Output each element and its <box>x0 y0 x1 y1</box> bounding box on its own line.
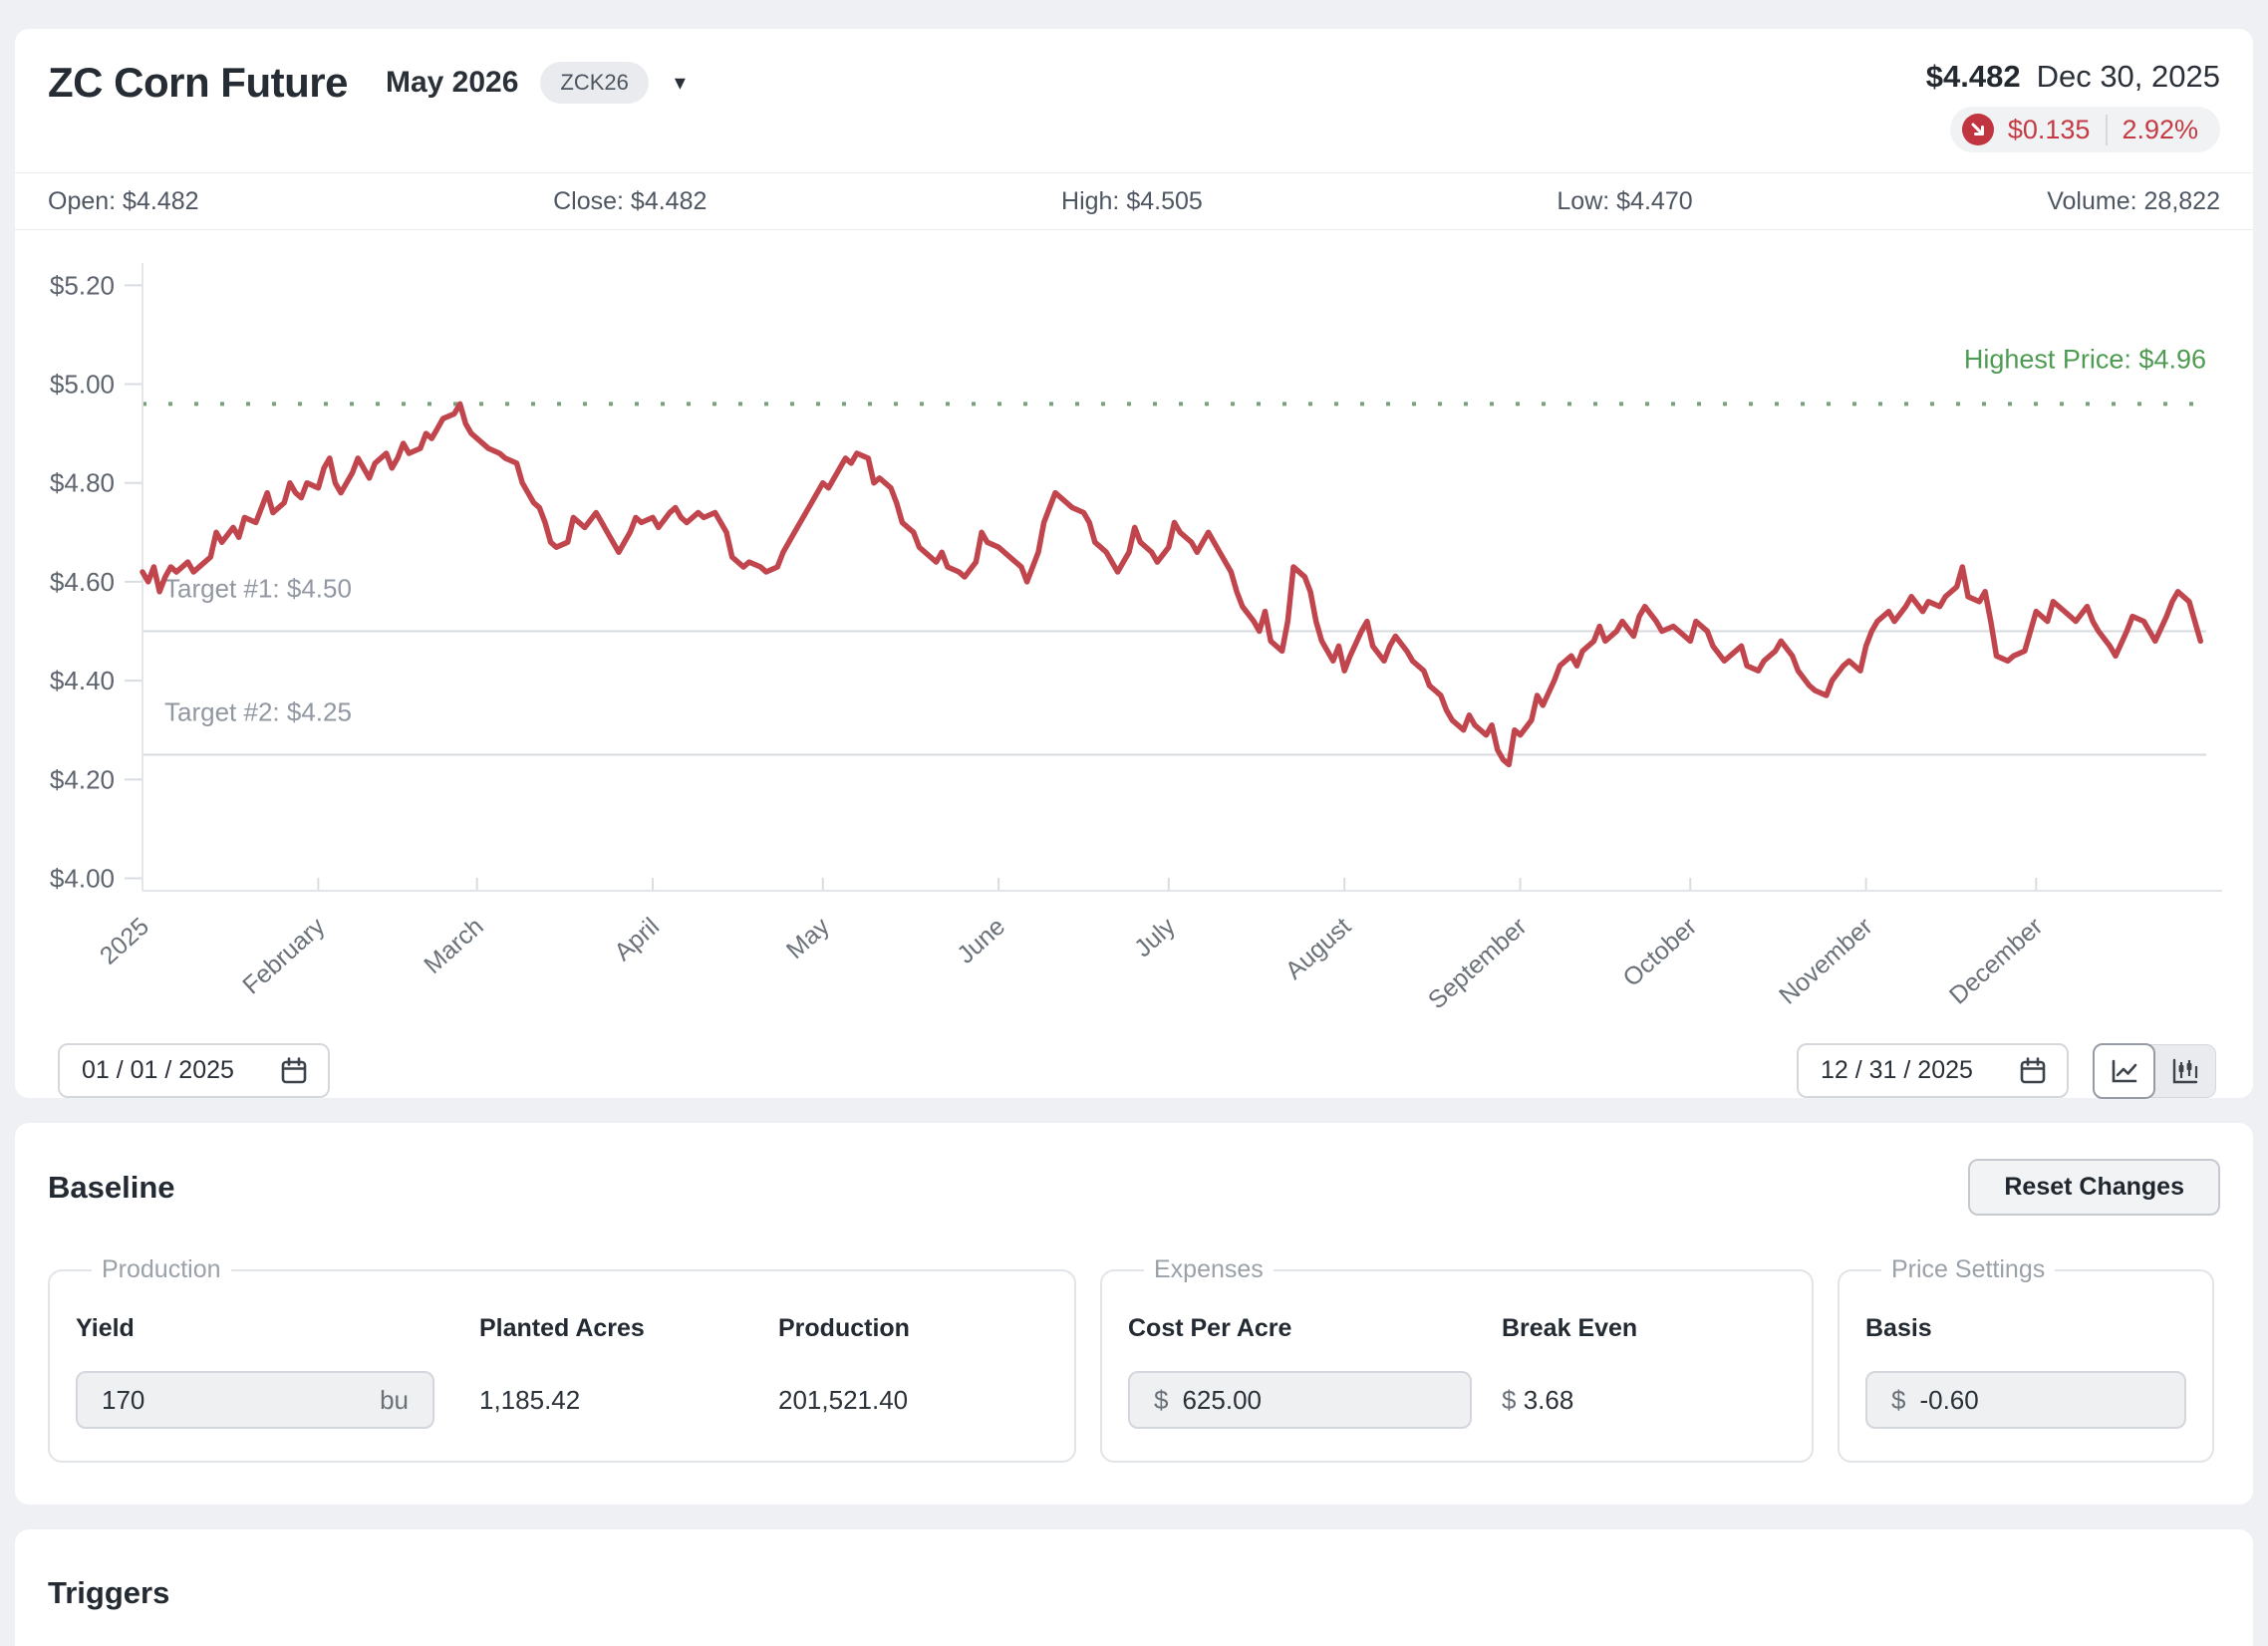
svg-text:October: October <box>1617 913 1702 992</box>
start-date-input[interactable]: 01 / 01 / 2025 <box>58 1043 330 1098</box>
svg-text:$4.80: $4.80 <box>50 468 115 498</box>
svg-text:$4.20: $4.20 <box>50 764 115 794</box>
chart-controls: 01 / 01 / 2025 12 / 31 / 2025 <box>15 1037 2253 1099</box>
arrow-down-right-icon <box>1961 114 1994 145</box>
svg-text:$4.60: $4.60 <box>50 567 115 597</box>
svg-text:September: September <box>1423 913 1533 1015</box>
svg-text:May: May <box>781 912 835 964</box>
page-title: ZC Corn Future <box>48 59 348 106</box>
production-legend: Production <box>102 1255 221 1283</box>
yield-input-box: bu <box>76 1371 434 1429</box>
svg-text:$5.20: $5.20 <box>50 270 115 300</box>
triggers-heading: Triggers <box>48 1575 170 1610</box>
svg-text:June: June <box>952 913 1010 969</box>
stat-high: High: $4.505 <box>1061 186 1203 215</box>
yield-input[interactable] <box>102 1384 367 1416</box>
production-fieldset: Production Yield bu Planted Acres 1,185.… <box>48 1255 1076 1463</box>
baseline-card: Baseline Reset Changes Production Yield … <box>15 1123 2253 1505</box>
svg-text:August: August <box>1280 913 1357 985</box>
svg-text:March: March <box>419 913 488 979</box>
basis-input[interactable] <box>1919 1384 2160 1416</box>
dollar-prefix: $ <box>1502 1385 1517 1415</box>
expenses-legend: Expenses <box>1154 1255 1264 1283</box>
candlestick-chart-toggle-button[interactable] <box>2154 1044 2215 1098</box>
price-change-badge: $0.135 2.92% <box>1949 107 2220 152</box>
stat-close: Close: $4.482 <box>553 186 708 215</box>
symbol-badge[interactable]: ZCK26 <box>540 62 649 104</box>
dollar-prefix: $ <box>1154 1384 1169 1415</box>
end-date-input[interactable]: 12 / 31 / 2025 <box>1797 1043 2069 1098</box>
svg-text:April: April <box>609 913 665 966</box>
baseline-fieldsets: Production Yield bu Planted Acres 1,185.… <box>48 1255 2220 1463</box>
candlestick-chart-icon <box>2172 1058 2197 1083</box>
baseline-header: Baseline Reset Changes <box>48 1159 2220 1216</box>
reset-changes-button[interactable]: Reset Changes <box>1968 1159 2220 1216</box>
contract-month: May 2026 <box>385 66 519 99</box>
price-settings-fieldset: Price Settings Basis $ <box>1838 1255 2214 1463</box>
controls-right: 12 / 31 / 2025 <box>1797 1042 2216 1099</box>
svg-text:Highest Price: $4.96: Highest Price: $4.96 <box>1964 344 2206 374</box>
break-even-label: Break Even <box>1502 1314 1638 1342</box>
end-date-value: 12 / 31 / 2025 <box>1821 1056 1973 1084</box>
cost-per-acre-label: Cost Per Acre <box>1128 1314 1292 1342</box>
svg-text:2025: 2025 <box>95 913 154 970</box>
stat-low: Low: $4.470 <box>1557 186 1693 215</box>
start-date-value: 01 / 01 / 2025 <box>82 1056 234 1084</box>
svg-text:$4.00: $4.00 <box>50 864 115 894</box>
price-settings-legend: Price Settings <box>1891 1255 2046 1283</box>
baseline-heading: Baseline <box>48 1169 175 1205</box>
break-even-value: $ 3.68 <box>1502 1385 1574 1415</box>
price-chart-svg: 2025 February March April May June July August S… <box>50 263 2222 1015</box>
cost-per-acre-input[interactable] <box>1182 1384 1446 1416</box>
yield-unit: bu <box>380 1384 409 1415</box>
price-date: Dec 30, 2025 <box>2036 59 2220 94</box>
basis-input-box: $ <box>1865 1371 2186 1429</box>
chevron-down-icon[interactable]: ▾ <box>674 70 686 95</box>
basis-label: Basis <box>1865 1314 1932 1342</box>
ohlc-stats-bar: Open: $4.482 Close: $4.482 High: $4.505 … <box>15 172 2253 230</box>
price-chart-card: ZC Corn Future May 2026 ZCK26 ▾ $4.482 D… <box>15 29 2253 1099</box>
stat-open: Open: $4.482 <box>48 186 199 215</box>
svg-text:December: December <box>1944 913 2048 1010</box>
title-group: ZC Corn Future May 2026 ZCK26 ▾ <box>48 59 686 107</box>
triggers-card: Triggers <box>15 1529 2253 1646</box>
planted-acres-label: Planted Acres <box>479 1314 645 1342</box>
svg-text:Target #2: $4.25: Target #2: $4.25 <box>164 697 352 727</box>
svg-text:$4.40: $4.40 <box>50 666 115 695</box>
svg-text:February: February <box>237 912 330 999</box>
svg-text:July: July <box>1129 912 1181 962</box>
cost-per-acre-input-box: $ <box>1128 1371 1472 1429</box>
change-percent: 2.92% <box>2122 114 2198 144</box>
last-price: $4.482 <box>1925 59 2021 94</box>
chart-header: ZC Corn Future May 2026 ZCK26 ▾ $4.482 D… <box>15 29 2253 172</box>
svg-text:November: November <box>1774 913 1877 1010</box>
svg-text:Target #1: $4.50: Target #1: $4.50 <box>164 574 352 604</box>
calendar-icon <box>2020 1056 2046 1083</box>
planted-acres-value: 1,185.42 <box>479 1385 581 1415</box>
expenses-fieldset: Expenses Cost Per Acre $ Break Even $ 3.… <box>1100 1255 1814 1463</box>
dollar-prefix: $ <box>1891 1384 1906 1415</box>
chart-type-toggle <box>2093 1042 2216 1099</box>
production-value: 201,521.40 <box>778 1385 909 1415</box>
calendar-icon <box>281 1056 307 1083</box>
price-group: $4.482 Dec 30, 2025 $0.135 2.92% <box>1926 59 2220 152</box>
change-amount: $0.135 <box>2008 114 2109 145</box>
line-chart-toggle-button[interactable] <box>2093 1042 2155 1099</box>
stat-volume: Volume: 28,822 <box>2047 186 2220 215</box>
svg-text:$5.00: $5.00 <box>50 370 115 400</box>
production-label: Production <box>778 1314 910 1342</box>
line-chart-icon <box>2112 1059 2136 1082</box>
yield-label: Yield <box>76 1314 135 1342</box>
